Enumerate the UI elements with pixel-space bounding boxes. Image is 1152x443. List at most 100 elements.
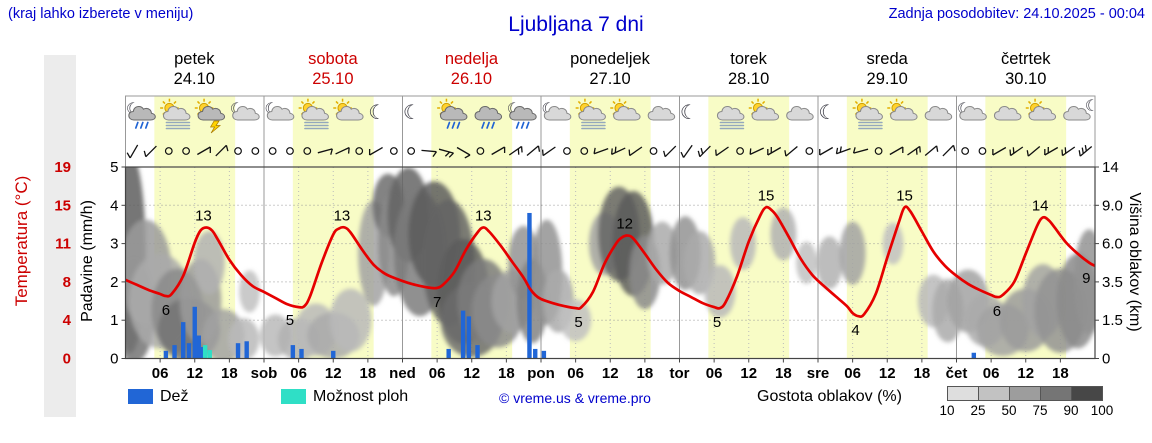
- x-tick-label: sre: [807, 365, 830, 382]
- x-tick-label: 06: [567, 365, 584, 382]
- cloud-height-tick-label: 6.0: [1102, 236, 1123, 253]
- weather-icon-moon: ☾: [403, 100, 421, 124]
- precip-tick-label: 5: [110, 159, 118, 176]
- cloud-height-tick-label: 1.5: [1102, 312, 1123, 329]
- x-tick-label: 06: [290, 365, 307, 382]
- temperature-axis-strip: [44, 55, 76, 417]
- plot-border: [124, 166, 1096, 360]
- temp-label: 5: [574, 314, 582, 331]
- grid: [125, 167, 1095, 359]
- copyright-link[interactable]: © vreme.us & vreme.pro: [499, 390, 651, 406]
- x-tick-label: pon: [527, 365, 555, 382]
- density-tick-label: 10: [939, 403, 955, 418]
- weather-icon-moon-cloud: ☾: [541, 99, 572, 121]
- temp-label: 14: [1032, 197, 1049, 214]
- temp-label: 4: [851, 322, 859, 339]
- x-tick-label: 12: [740, 365, 757, 382]
- weather-icon-sun-cloud-storm: [194, 98, 226, 134]
- weather-icon-sun-cloud-fog: [298, 98, 329, 130]
- precip-tick-label: 0: [110, 351, 118, 368]
- x-tick-label: 12: [325, 365, 342, 382]
- weather-icon-cloud: [924, 106, 953, 121]
- temp-label: 5: [286, 312, 294, 329]
- day-date: 26.10: [450, 70, 493, 88]
- density-tick-label: 50: [1001, 403, 1017, 418]
- svg-text:☾: ☾: [403, 100, 421, 124]
- x-tick-label: tor: [670, 365, 690, 382]
- weather-icon-sun-cloud: [748, 98, 780, 121]
- cloud-height-axis-label: Višina oblakov (km): [1126, 192, 1143, 332]
- weather-icon-moon-cloud: ☾: [264, 99, 295, 121]
- weather-icon-sun-cloud-fog: [852, 98, 883, 130]
- day-header-nedelja[interactable]: nedelja 26.10: [402, 49, 541, 89]
- cloud-density-legend-label: Gostota oblakov (%): [757, 388, 902, 405]
- day-date: 28.10: [727, 70, 770, 88]
- temp-label: 9: [1082, 270, 1090, 287]
- x-tick-label: 18: [1052, 365, 1069, 382]
- daylight-bands: [154, 96, 1067, 359]
- density-tick-label: 25: [970, 403, 986, 418]
- day-date: 29.10: [866, 70, 908, 88]
- cloud-density-scale: 10 25 50 75 90 100: [939, 386, 1113, 420]
- day-header-ponedeljek[interactable]: ponedeljek 27.10: [541, 49, 680, 89]
- x-tick-label: 06: [983, 365, 1000, 382]
- day-header-sreda[interactable]: sreda 29.10: [818, 49, 957, 89]
- page-title: Ljubljana 7 dni: [508, 13, 644, 36]
- density-tick-label: 75: [1032, 403, 1048, 418]
- showers-legend-label: Možnost ploh: [313, 388, 409, 405]
- weather-icon-sun-cloud: [610, 98, 641, 121]
- svg-text:☾: ☾: [818, 100, 836, 124]
- cloud-layer: [125, 167, 1095, 359]
- cloud-height-tick-label: 9.0: [1102, 197, 1123, 214]
- precip-tick-label: 1: [110, 312, 118, 329]
- day-date: 24.10: [173, 70, 215, 88]
- weather-icon-cloud: [647, 106, 676, 121]
- cloud-height-tick-label: 0: [1102, 351, 1110, 368]
- temperature-axis-label: Temperatura (°C): [12, 175, 31, 307]
- x-tick-label: ned: [389, 365, 416, 382]
- svg-text:☾: ☾: [541, 99, 555, 118]
- precip-tick-label: 2: [110, 274, 118, 291]
- density-segment: [1009, 386, 1041, 401]
- day-header-torek[interactable]: torek 28.10: [679, 49, 818, 89]
- precip-tick-label: 3: [110, 236, 118, 253]
- x-tick-label: 06: [152, 365, 169, 382]
- weather-icons: ☾ ☾ ☾ ☾ ☾ ☾ ☾ ☾ ☾ ☾ ☾: [126, 96, 1099, 134]
- x-tick-label: 18: [221, 365, 238, 382]
- rain-bars: [163, 212, 977, 359]
- weather-icon-moon-cloud-rain: ☾: [126, 99, 156, 129]
- last-update: Zadnja posodobitev: 24.10.2025 - 00:04: [888, 6, 1145, 22]
- day-header-petek[interactable]: petek 24.10: [125, 49, 264, 89]
- weather-icon-moon: ☾: [818, 100, 836, 124]
- x-tick-label: 12: [602, 365, 619, 382]
- x-tick-label: 06: [429, 365, 446, 382]
- temp-label: 12: [616, 216, 633, 233]
- x-tick-label: 18: [637, 365, 654, 382]
- temp-label: 5: [713, 314, 721, 331]
- temp-label: 6: [993, 303, 1001, 320]
- temp-label: 7: [433, 294, 441, 311]
- weather-icon-moon: ☾: [680, 100, 698, 124]
- showers-legend-swatch: [281, 389, 306, 404]
- svg-text:☾: ☾: [957, 99, 971, 118]
- cloud-height-tick-label: 3.5: [1102, 274, 1123, 291]
- x-tick-label: 06: [844, 365, 861, 382]
- svg-text:☾: ☾: [1085, 96, 1099, 115]
- day-header-četrtek[interactable]: četrtek 30.10: [956, 49, 1095, 89]
- x-tick-label: 18: [360, 365, 377, 382]
- day-headers: petek 24.10 sobota 25.10 nedelja 26.10 ponedel…: [125, 49, 1095, 89]
- temp-label: 15: [758, 187, 775, 204]
- density-segment: [1040, 386, 1072, 401]
- rain-legend-swatch: [128, 389, 153, 404]
- precip-tick-label: 4: [110, 197, 118, 214]
- density-tick-label: 90: [1063, 403, 1079, 418]
- weather-icon-sun-cloud-fog: [575, 98, 606, 130]
- chart-frame: [125, 95, 1096, 359]
- day-name: sreda: [866, 50, 908, 68]
- day-header-sobota[interactable]: sobota 25.10: [264, 49, 403, 89]
- svg-text:☾: ☾: [230, 99, 244, 118]
- x-tick-label: 12: [186, 365, 203, 382]
- weather-icon-sun-cloud: [1025, 98, 1057, 121]
- shower-bars: [202, 345, 212, 359]
